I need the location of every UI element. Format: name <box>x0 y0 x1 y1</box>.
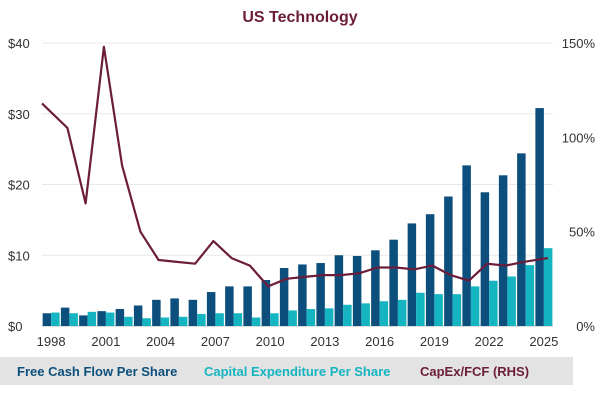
x-tick-label: 2025 <box>529 334 558 349</box>
bar-fcf <box>170 298 179 326</box>
bar-capex <box>178 316 188 326</box>
bar-capex <box>525 265 535 326</box>
y-right-tick-label: 50% <box>569 225 595 240</box>
bar-capex <box>324 308 334 326</box>
y-right-tick-label: 0% <box>576 319 595 334</box>
bar-capex <box>142 318 151 326</box>
bar-fcf <box>480 192 490 326</box>
bar-fcf <box>425 214 435 326</box>
bar-capex <box>124 316 133 326</box>
legend-entry: CapEx/FCF (RHS) <box>420 364 529 379</box>
bar-fcf <box>389 239 398 326</box>
bar-capex <box>470 286 480 326</box>
bar-fcf <box>188 299 198 326</box>
legend-entry: Free Cash Flow Per Share <box>17 364 177 379</box>
x-tick-label: 2013 <box>310 334 339 349</box>
bar-capex <box>87 311 97 326</box>
bar-capex <box>215 313 224 326</box>
bar-capex <box>233 313 243 326</box>
bar-capex <box>416 292 425 326</box>
bars <box>42 108 553 326</box>
bar-fcf <box>261 280 271 326</box>
bar-fcf <box>115 309 125 326</box>
grid <box>42 42 553 327</box>
x-tick-label: 2004 <box>146 334 175 349</box>
bar-fcf <box>352 255 362 326</box>
bar-capex <box>452 294 462 326</box>
bar-capex <box>343 304 352 326</box>
x-tick-label: 2019 <box>420 334 449 349</box>
bar-capex <box>251 317 261 326</box>
y-left-tick-label: $20 <box>8 178 30 193</box>
bar-capex <box>288 310 297 326</box>
bar-fcf <box>79 315 88 326</box>
bar-capex <box>197 313 206 326</box>
bar-fcf <box>316 263 325 326</box>
y-right-tick-label: 150% <box>562 36 596 51</box>
bar-capex <box>306 309 316 326</box>
y-right-tick-label: 100% <box>562 130 596 145</box>
chart-title: US Technology <box>242 9 357 26</box>
bar-fcf <box>535 108 544 326</box>
x-tick-label: 2001 <box>91 334 120 349</box>
bar-fcf <box>298 264 307 326</box>
bar-fcf <box>243 286 252 326</box>
bar-capex <box>507 276 516 326</box>
bar-fcf <box>133 305 143 326</box>
x-tick-label: 2016 <box>365 334 394 349</box>
y-left-tick-label: $40 <box>8 36 30 51</box>
bar-capex <box>51 312 60 326</box>
bar-fcf <box>371 250 380 326</box>
y-left-tick-label: $10 <box>8 248 30 263</box>
bar-fcf <box>60 307 70 326</box>
bar-capex <box>397 299 407 326</box>
x-tick-label: 2022 <box>475 334 504 349</box>
bar-capex <box>489 280 498 326</box>
bar-fcf <box>42 313 52 326</box>
bar-fcf <box>152 299 161 326</box>
y-left-tick-label: $30 <box>8 107 30 122</box>
bar-capex <box>361 303 370 326</box>
bar-capex <box>379 301 389 326</box>
legend: Free Cash Flow Per Share Capital Expendit… <box>0 357 573 385</box>
bar-fcf <box>462 165 471 326</box>
y-left-tick-label: $0 <box>8 319 22 334</box>
bar-capex <box>69 313 78 326</box>
bar-fcf <box>407 223 417 326</box>
line-series <box>41 45 549 288</box>
bar-fcf <box>444 196 453 326</box>
x-tick-label: 2010 <box>256 334 285 349</box>
bar-fcf <box>279 267 289 326</box>
bar-fcf <box>498 175 508 326</box>
bar-capex <box>105 312 115 326</box>
bar-fcf <box>517 153 526 326</box>
bar-fcf <box>97 311 106 326</box>
legend-background <box>0 357 573 385</box>
x-tick-label: 1998 <box>37 334 66 349</box>
bar-capex <box>543 248 553 326</box>
capex-fcf-line <box>41 45 549 288</box>
bar-capex <box>160 317 170 326</box>
x-tick-label: 2007 <box>201 334 230 349</box>
bar-fcf <box>225 286 234 326</box>
bar-fcf <box>334 255 344 326</box>
bar-capex <box>434 294 443 326</box>
bar-capex <box>270 313 279 326</box>
bar-fcf <box>206 292 216 326</box>
legend-entry: Capital Expenditure Per Share <box>204 364 390 379</box>
axes: $0 $10 $20 $30 $40 0% 50% 100% 150% 1998 2001 2004 2… <box>8 36 595 349</box>
